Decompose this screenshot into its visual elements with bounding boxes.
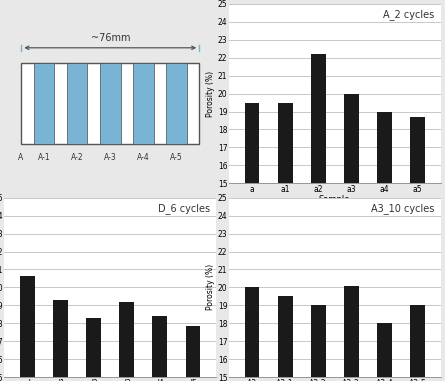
Bar [133,63,154,144]
Bar [311,306,326,377]
Bar [377,323,392,377]
Bar [53,300,68,377]
Text: A-4: A-4 [137,153,150,162]
Text: ~76mm: ~76mm [90,33,130,43]
Bar [86,318,101,377]
Bar [67,63,88,144]
Text: A3_10 cycles: A3_10 cycles [371,203,434,214]
Bar [278,296,292,377]
Bar [245,287,259,377]
Text: A_2 cycles: A_2 cycles [383,9,434,20]
Bar [344,94,359,183]
Bar [344,286,359,377]
Bar [186,326,200,377]
Bar [34,63,54,144]
Bar [410,306,425,377]
X-axis label: Sample: Sample [319,195,351,204]
Bar [21,63,199,144]
Bar [153,316,167,377]
Bar [245,102,259,183]
Y-axis label: Porosity (%): Porosity (%) [206,70,215,117]
Bar [410,117,425,183]
Text: A-2: A-2 [71,153,84,162]
Bar [119,302,134,377]
Text: A-5: A-5 [170,153,183,162]
Bar [20,276,35,377]
Bar [311,54,326,183]
Bar [166,63,186,144]
Text: A-3: A-3 [104,153,117,162]
Bar [377,112,392,183]
Y-axis label: Porosity (%): Porosity (%) [206,264,215,311]
Text: D_6 cycles: D_6 cycles [158,203,210,214]
Text: A: A [18,153,23,162]
Bar [100,63,121,144]
Bar [278,102,292,183]
Text: A-1: A-1 [38,153,51,162]
